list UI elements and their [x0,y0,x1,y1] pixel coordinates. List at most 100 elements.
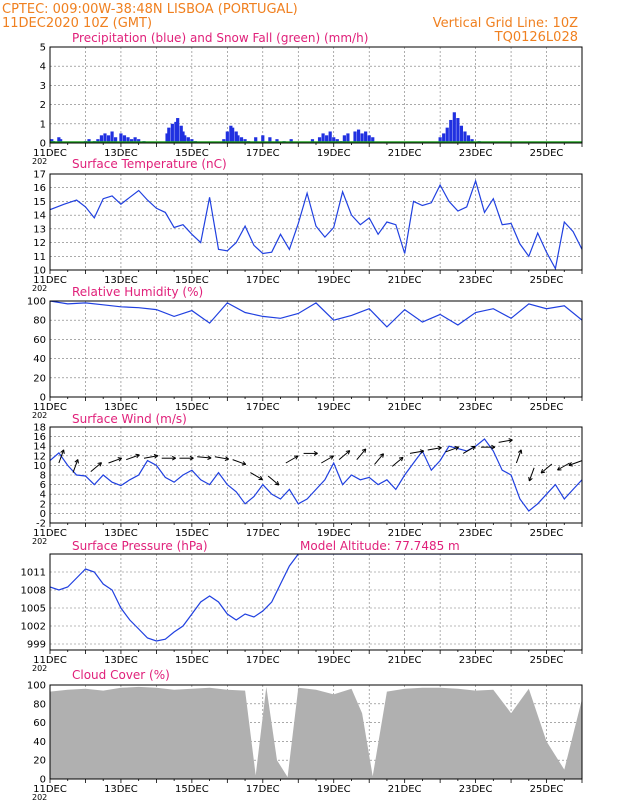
wind-arrow [462,445,476,454]
precip-bar [463,131,467,143]
y-tick-label: -2 [36,519,46,530]
wind-arrow-head [568,462,573,467]
wind-arrow-head [379,453,385,458]
precip-bar [459,125,464,143]
precip-bar [367,135,371,143]
precip-bar [183,135,187,143]
precip-bar [119,133,123,143]
x-tick-label: 23DEC [459,275,493,286]
precip-bar [371,137,375,143]
precip-bar [167,127,171,143]
wind-arrow-head [207,455,212,461]
precip-bar [137,139,141,143]
x-tick-label: 25DEC [530,402,564,413]
precip-bar [321,133,325,143]
wind-arrow-shaft [391,456,404,467]
precip-bar [234,131,238,143]
x-tick-label: 13DEC [104,655,138,666]
y-tick-label: 20 [33,373,46,384]
y-tick-label: 40 [33,737,46,748]
wind-arrow-head [557,466,562,471]
precip-bar [360,133,364,143]
precip-bar [317,137,322,143]
x-tick-label: 19DEC [317,784,351,795]
wind-arrow [90,462,102,473]
precip-bar [364,131,368,143]
wind-arrow [161,455,176,461]
x-tick-label: 11DEC [33,528,67,539]
panel-title-precip: Precipitation (blue) and Snow Fall (gree… [72,31,368,45]
panel-title-temp: Surface Temperature (nC) [72,157,227,171]
rh-line [50,301,582,328]
precip-bar [103,133,107,143]
y-tick-label: 8 [40,471,46,482]
wind-arrow [445,446,459,453]
wind-arrow-head [241,461,247,466]
wind-arrow [515,449,523,464]
wind-arrow-shaft [250,472,263,481]
precip-bar [342,135,346,143]
wind-arrow-shaft [108,457,122,464]
panel-pressure: 999 1002 1005 1008 1011 11DEC 13DEC 15DEC 17DEC 1… [21,539,583,673]
precip-bar [129,139,134,143]
x-tick-label: 11DEC [33,402,67,413]
wind-arrow-head [540,469,546,474]
y-tick-label: 1005 [21,604,46,615]
y-tick-label: 0 [40,393,46,404]
wind-arrow-head [189,455,194,461]
wind-arrow-shaft [515,449,522,464]
wind-arrow-head [419,449,425,454]
panel-title-pressure: Surface Pressure (hPa) [72,539,208,553]
year-label: 202 [32,793,47,800]
x-tick-label: 11DEC [33,148,67,159]
wind-arrow-head [153,454,159,459]
y-tick-label: 20 [33,756,46,767]
wind-line [50,438,582,512]
x-tick-label: 19DEC [317,275,351,286]
precip-bar [449,119,453,143]
wind-arrow [427,445,442,451]
wind-arrow [568,460,583,467]
wind-arrow-shaft [143,455,158,459]
wind-arrow [391,456,404,467]
wind-arrow-head [97,462,102,467]
wind-arrow-head [60,449,65,454]
x-tick-label: 25DEC [530,528,564,539]
precip-bar [87,139,91,143]
precip-bar [438,137,442,143]
wind-arrow-shaft [557,462,570,471]
wind-arrow-shaft [462,445,476,454]
temp-line [50,178,582,270]
x-tick-label: 13DEC [104,148,138,159]
wind-arrow-head [528,476,533,482]
panel-precip: 0 1 2 3 4 5 11DEC 13DEC 15DEC 17DEC 19DEC 21DEC 23DE… [32,31,583,166]
y-tick-label: 17 [33,170,46,181]
y-tick-label: 100 [27,681,46,692]
precip-bar [261,135,265,143]
y-tick-label: 14 [33,211,46,222]
y-tick-label: 18 [33,423,46,434]
x-tick-label: 19DEC [317,402,351,413]
wind-arrow-head [508,438,513,443]
y-tick-label: 12 [33,238,46,249]
wind-arrow [214,456,230,461]
cloud-area [50,686,582,779]
precip-bar [174,121,178,143]
wind-arrow-head [274,481,280,486]
wind-arrow [179,455,194,461]
wind-arrow-head [471,445,476,451]
x-tick-label: 23DEC [459,528,493,539]
x-tick-label: 15DEC [175,784,209,795]
wind-arrow [250,472,263,481]
wind-arrow [338,450,351,461]
panel-temp: 10 11 12 13 14 15 16 17 11DEC 13DEC 15DEC 17DEC 19DE… [32,157,583,293]
panel-cloud: 0 20 40 60 80 100 11DEC 13DEC 15DEC 17DEC 19DEC 21D… [27,668,583,800]
precip-bar [57,137,61,143]
y-tick-label: 1008 [21,586,46,597]
x-tick-label: 15DEC [175,148,209,159]
precip-bar [445,127,449,143]
y-tick-label: 4 [40,490,46,501]
y-tick-label: 60 [33,335,46,346]
x-tick-label: 19DEC [317,528,351,539]
